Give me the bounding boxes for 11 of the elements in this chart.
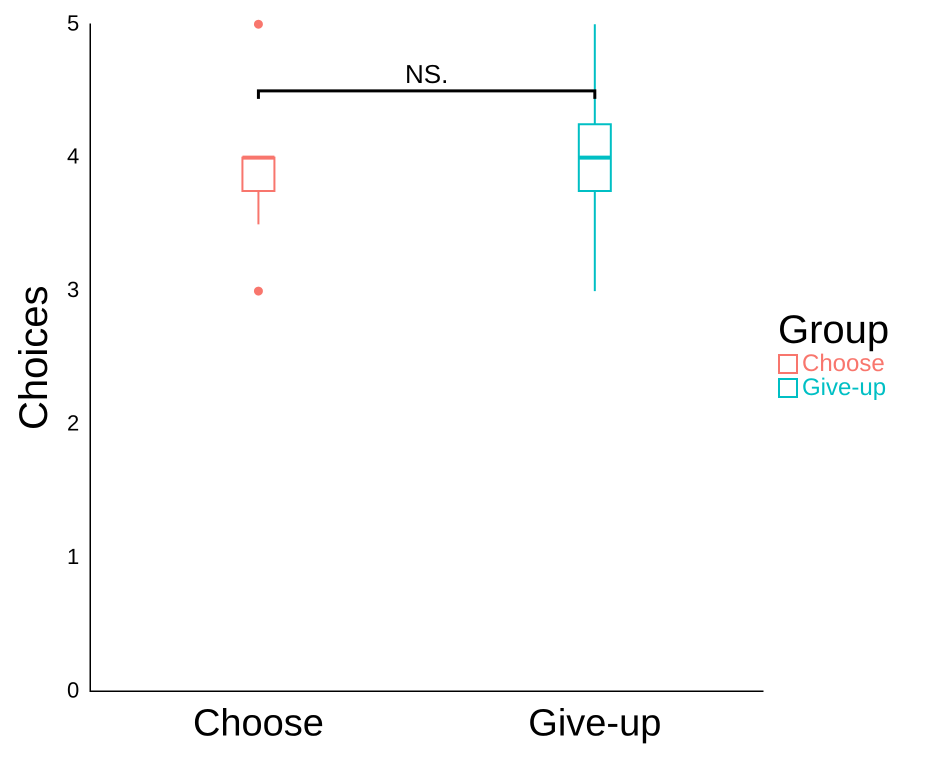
y-tick-label: 2 bbox=[66, 410, 80, 436]
legend-label: Give-up bbox=[802, 374, 886, 401]
legend-title: Group bbox=[778, 308, 890, 352]
y-tick-label: 3 bbox=[66, 277, 80, 302]
y-tick-label: 5 bbox=[66, 10, 80, 36]
y-tick-label: 0 bbox=[66, 677, 80, 702]
annotation: NS. bbox=[404, 59, 448, 90]
y-axis-title: Choices bbox=[12, 286, 56, 430]
legend-label: Choose bbox=[802, 350, 885, 377]
y-tick-label: 4 bbox=[66, 144, 80, 169]
y-tick-label: 1 bbox=[66, 544, 80, 570]
